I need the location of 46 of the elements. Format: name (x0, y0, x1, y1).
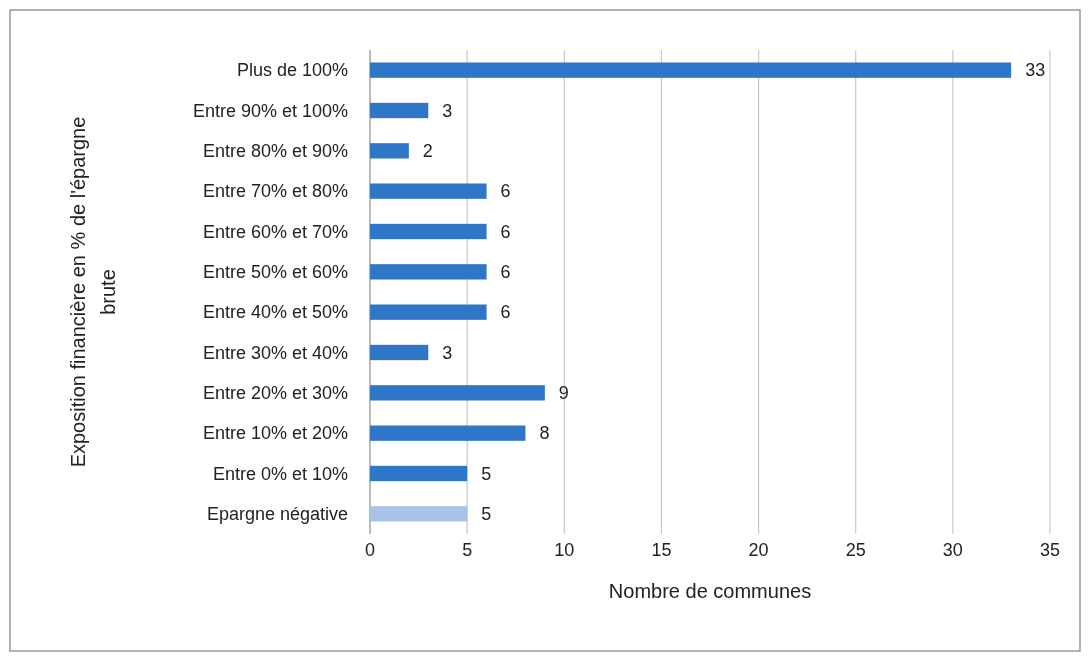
data-label: 6 (500, 262, 511, 283)
bar (370, 425, 526, 441)
bar (370, 385, 545, 401)
data-label: 9 (558, 383, 569, 404)
y-tick-label: Entre 20% et 30% (202, 383, 348, 404)
data-label: 33 (1025, 60, 1046, 81)
y-tick-label: Entre 0% et 10% (212, 463, 348, 484)
y-tick-label: Entre 10% et 20% (202, 423, 348, 444)
data-label: 5 (481, 463, 492, 484)
bar (370, 506, 468, 522)
data-label: 6 (500, 221, 511, 242)
bar (370, 223, 487, 240)
bar (370, 102, 429, 119)
data-label: 8 (539, 423, 550, 444)
y-tick-label: Entre 30% et 40% (202, 342, 348, 363)
bar (370, 264, 487, 280)
y-axis-title: Exposition financière en % de l'épargne brute (67, 116, 119, 468)
bar (370, 143, 409, 159)
x-axis-title: Nombre de communes (608, 580, 812, 602)
x-tick-label: 35 (1039, 540, 1061, 560)
x-tick-label: 0 (364, 540, 376, 560)
bar (370, 304, 487, 320)
data-label: 3 (442, 342, 453, 363)
bar (370, 344, 429, 361)
y-tick-label: Entre 40% et 50% (202, 302, 348, 323)
y-tick-label: Entre 60% et 70% (202, 221, 348, 242)
y-tick-label: Entre 90% et 100% (192, 100, 348, 121)
y-tick-label: Entre 80% et 90% (202, 141, 348, 162)
x-tick-label: 5 (462, 540, 473, 560)
x-tick-label: 20 (748, 540, 769, 560)
y-tick-label: Epargne négative (206, 504, 348, 525)
data-label: 5 (481, 504, 492, 525)
bar (370, 465, 468, 482)
x-tick-label: 25 (845, 540, 866, 560)
data-label: 2 (422, 141, 433, 162)
bar (370, 183, 487, 199)
data-label: 6 (500, 302, 511, 323)
data-label: 3 (442, 100, 453, 121)
bar (370, 62, 1012, 78)
y-tick-label: Entre 70% et 80% (202, 181, 348, 202)
y-tick-label: Entre 50% et 60% (202, 262, 348, 283)
y-tick-label: Plus de 100% (236, 60, 348, 81)
x-tick-label: 30 (942, 540, 963, 560)
x-tick-label: 15 (651, 540, 672, 560)
x-tick-label: 10 (554, 540, 575, 560)
data-label: 6 (500, 181, 511, 202)
